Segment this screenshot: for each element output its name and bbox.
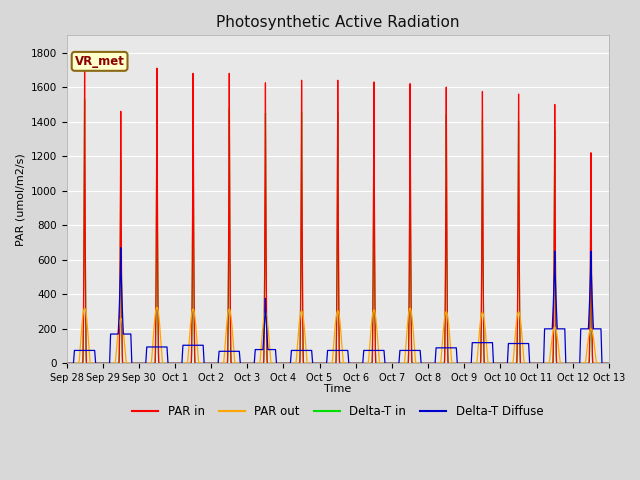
Line: PAR in: PAR in (67, 68, 609, 363)
PAR out (160, 360, 168, 366)
PAR out (605, 360, 612, 366)
Title: Photosynthetic Active Radiation: Photosynthetic Active Radiation (216, 15, 460, 30)
Legend: PAR in, PAR out, Delta-T in, Delta-T Diffuse: PAR in, PAR out, Delta-T in, Delta-T Dif… (127, 401, 548, 423)
PAR in (604, 360, 612, 366)
PAR in (160, 360, 168, 366)
Delta-T in (160, 360, 168, 366)
Delta-T in (317, 360, 325, 366)
Y-axis label: PAR (umol/m2/s): PAR (umol/m2/s) (15, 153, 25, 246)
Delta-T in (153, 95, 161, 100)
Text: VR_met: VR_met (75, 55, 125, 68)
Delta-T Diffuse (317, 360, 325, 366)
PAR out (604, 360, 612, 366)
Line: Delta-T Diffuse: Delta-T Diffuse (67, 248, 609, 363)
PAR in (317, 360, 325, 366)
PAR out (429, 360, 437, 366)
PAR out (63, 360, 70, 366)
Delta-T Diffuse (490, 360, 498, 366)
Line: Delta-T in: Delta-T in (67, 97, 609, 363)
PAR in (429, 360, 437, 366)
PAR in (63, 360, 70, 366)
X-axis label: Time: Time (324, 384, 351, 395)
PAR out (153, 304, 161, 310)
Delta-T Diffuse (160, 344, 168, 350)
Delta-T Diffuse (117, 245, 125, 251)
PAR out (317, 360, 325, 366)
Delta-T in (460, 360, 467, 366)
Delta-T in (604, 360, 612, 366)
Delta-T in (490, 360, 498, 366)
PAR in (490, 360, 498, 366)
PAR in (460, 360, 467, 366)
PAR in (153, 65, 161, 71)
PAR in (605, 360, 612, 366)
Delta-T Diffuse (63, 360, 70, 366)
PAR out (490, 360, 498, 366)
PAR out (460, 360, 467, 366)
Delta-T Diffuse (460, 360, 467, 366)
Delta-T Diffuse (605, 360, 612, 366)
Delta-T in (605, 360, 612, 366)
Delta-T in (429, 360, 437, 366)
Delta-T Diffuse (604, 360, 612, 366)
Line: PAR out: PAR out (67, 307, 609, 363)
Delta-T Diffuse (429, 360, 437, 366)
Delta-T in (63, 360, 70, 366)
